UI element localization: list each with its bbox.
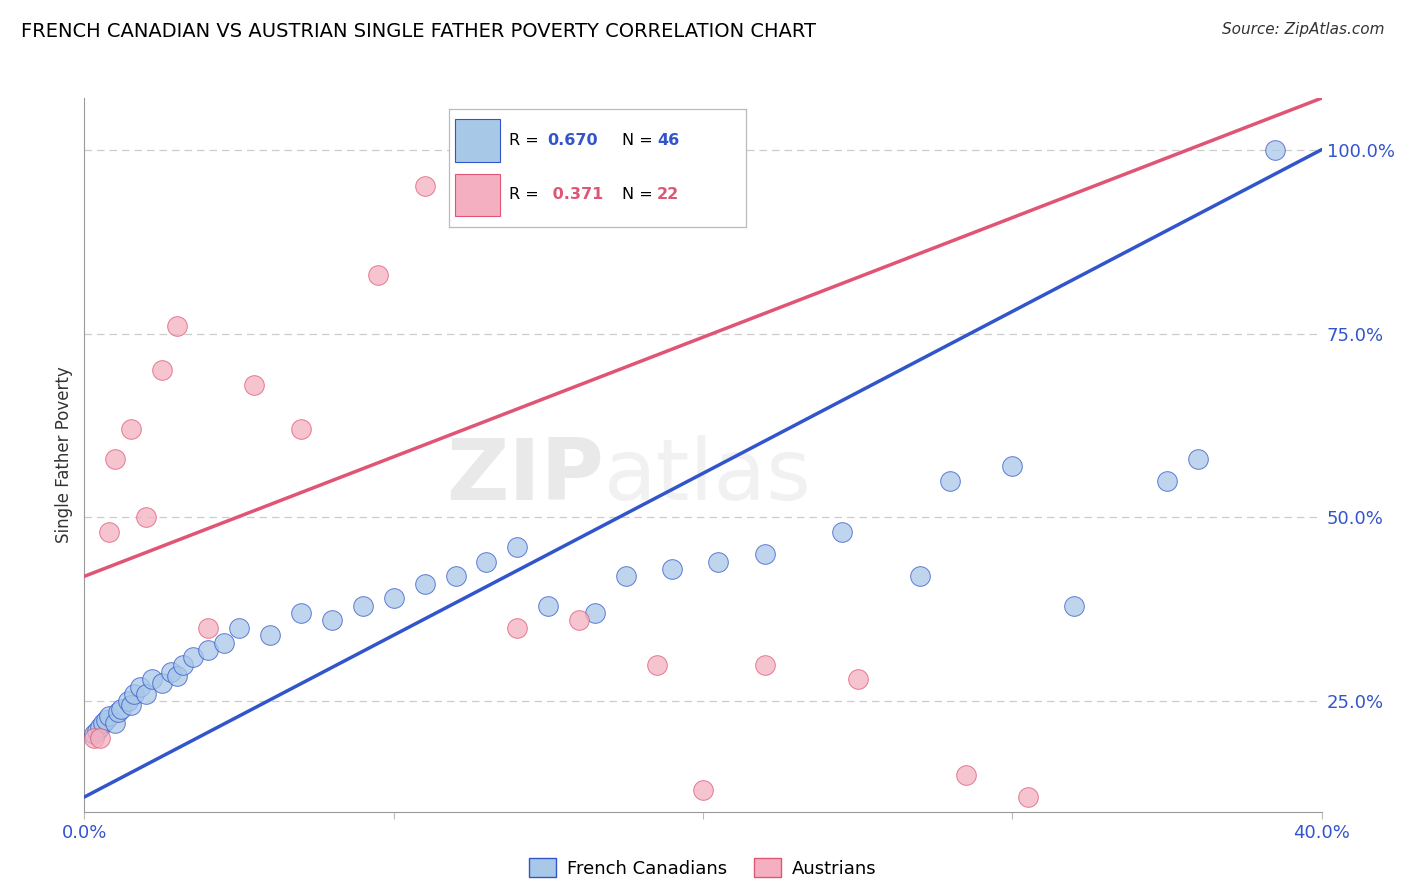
Point — [141, 673, 163, 687]
Point — [104, 716, 127, 731]
Legend: French Canadians, Austrians: French Canadians, Austrians — [522, 851, 884, 885]
Point — [117, 694, 139, 708]
Point — [382, 591, 405, 606]
Point — [444, 569, 467, 583]
Point — [831, 525, 853, 540]
Point — [754, 657, 776, 672]
Point — [104, 451, 127, 466]
Point — [150, 363, 173, 377]
Point — [290, 606, 312, 620]
Point — [89, 720, 111, 734]
Point — [506, 621, 529, 635]
Point — [413, 179, 436, 194]
Point — [181, 650, 204, 665]
Point — [352, 599, 374, 613]
Point — [367, 268, 389, 282]
Point — [754, 547, 776, 561]
Point — [86, 723, 108, 738]
Point — [1264, 143, 1286, 157]
Point — [475, 172, 498, 186]
Point — [939, 474, 962, 488]
Point — [166, 319, 188, 334]
Point — [846, 673, 869, 687]
Point — [259, 628, 281, 642]
Point — [321, 614, 343, 628]
Point — [583, 606, 606, 620]
Point — [475, 555, 498, 569]
Point — [94, 713, 117, 727]
Point — [197, 621, 219, 635]
Point — [160, 665, 183, 679]
Point — [707, 555, 730, 569]
Point — [1187, 451, 1209, 466]
Point — [150, 676, 173, 690]
Point — [290, 422, 312, 436]
Point — [110, 702, 132, 716]
Text: FRENCH CANADIAN VS AUSTRIAN SINGLE FATHER POVERTY CORRELATION CHART: FRENCH CANADIAN VS AUSTRIAN SINGLE FATHE… — [21, 22, 815, 41]
Point — [568, 614, 591, 628]
Point — [692, 782, 714, 797]
Point — [83, 727, 105, 741]
Point — [228, 621, 250, 635]
Point — [122, 687, 145, 701]
Point — [129, 680, 152, 694]
Point — [537, 599, 560, 613]
Point — [1063, 599, 1085, 613]
Point — [120, 422, 142, 436]
Point — [1017, 790, 1039, 805]
Point — [135, 687, 157, 701]
Point — [908, 569, 931, 583]
Point — [212, 635, 235, 649]
Point — [645, 657, 668, 672]
Point — [661, 562, 683, 576]
Point — [955, 768, 977, 782]
Point — [1001, 458, 1024, 473]
Point — [243, 378, 266, 392]
Point — [166, 668, 188, 682]
Y-axis label: Single Father Poverty: Single Father Poverty — [55, 367, 73, 543]
Point — [197, 643, 219, 657]
Text: Source: ZipAtlas.com: Source: ZipAtlas.com — [1222, 22, 1385, 37]
Point — [91, 716, 114, 731]
Point — [83, 731, 105, 746]
Point — [135, 510, 157, 524]
Point — [506, 540, 529, 554]
Text: ZIP: ZIP — [446, 434, 605, 518]
Point — [98, 709, 121, 723]
Point — [1156, 474, 1178, 488]
Point — [172, 657, 194, 672]
Point — [98, 525, 121, 540]
Text: atlas: atlas — [605, 434, 813, 518]
Point — [413, 576, 436, 591]
Point — [614, 569, 637, 583]
Point — [107, 706, 129, 720]
Point — [89, 731, 111, 746]
Point — [120, 698, 142, 712]
